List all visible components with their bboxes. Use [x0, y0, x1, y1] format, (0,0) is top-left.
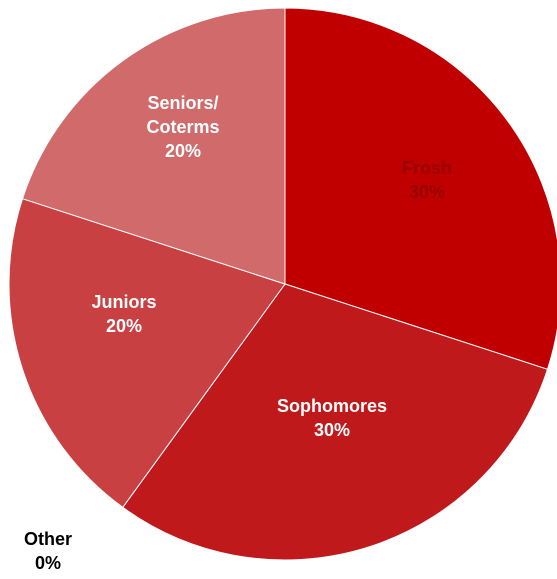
slice-percent-label: 30%: [409, 182, 445, 202]
slice-percent-label: 30%: [314, 420, 350, 440]
slice-category-label: Seniors/: [147, 93, 218, 113]
slice-percent-label: 20%: [106, 316, 142, 336]
pie-slice-sophomores: [122, 283, 549, 561]
slice-category-label: Other: [24, 529, 72, 549]
slice-category-label: Juniors: [91, 292, 156, 312]
pie-slice-juniors: [8, 198, 286, 508]
slice-percent-label: 0%: [35, 553, 61, 573]
data-label-juniors: Juniors 20%: [91, 292, 156, 336]
pie-slice-frosh: [284, 7, 557, 370]
data-label-frosh: Frosh 30%: [402, 158, 452, 202]
pie-labels: Frosh 30% Sophomores 30% Juniors 20% Other 0% Se…: [24, 93, 452, 573]
data-label-other: Other 0%: [24, 529, 72, 573]
pie-slice-seniors-coterms: [21, 7, 286, 285]
data-label-sophomores: Sophomores 30%: [277, 396, 387, 440]
slice-category-label: Frosh: [402, 158, 452, 178]
slice-category-label: Sophomores: [277, 396, 387, 416]
pie-slices: [8, 7, 557, 561]
slice-percent-label: 20%: [165, 141, 201, 161]
data-label-seniors-coterms: Seniors/Coterms 20%: [146, 93, 219, 161]
slice-category-label: Coterms: [146, 117, 219, 137]
